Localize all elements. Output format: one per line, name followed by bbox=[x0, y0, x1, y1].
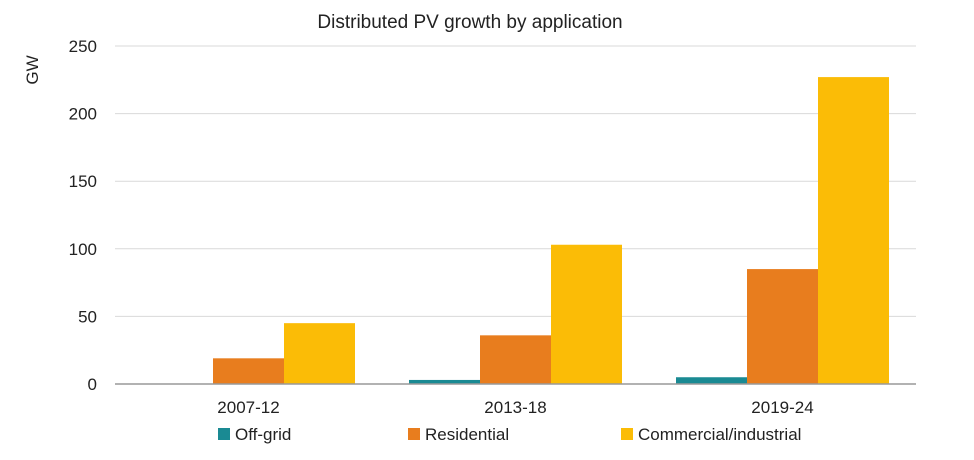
bar-residential-2019-24 bbox=[747, 269, 818, 384]
legend-label: Residential bbox=[425, 425, 509, 444]
axes: 2007-12 2013-18 2019-24 bbox=[115, 383, 916, 417]
legend-swatch bbox=[218, 428, 230, 440]
bars bbox=[213, 77, 889, 384]
y-axis-label: GW bbox=[23, 55, 42, 84]
bar-commercial-industrial-2013-18 bbox=[551, 244, 622, 384]
bar-commercial-industrial-2007-12 bbox=[284, 323, 355, 384]
y-tick-label: 200 bbox=[69, 105, 97, 124]
legend: Off-grid Residential Commercial/industrial bbox=[218, 425, 801, 444]
legend-label: Commercial/industrial bbox=[638, 425, 801, 444]
chart-title: Distributed PV growth by application bbox=[317, 12, 622, 33]
x-tick-label: 2013-18 bbox=[484, 398, 546, 417]
y-tick-label: 50 bbox=[78, 307, 97, 326]
bar-residential-2013-18 bbox=[480, 335, 551, 384]
bar-residential-2007-12 bbox=[213, 358, 284, 384]
bar-off-grid-2013-18 bbox=[409, 379, 480, 384]
legend-swatch bbox=[621, 428, 633, 440]
bar-off-grid-2019-24 bbox=[676, 377, 747, 384]
y-tick-label: 250 bbox=[69, 37, 97, 56]
bar-commercial-industrial-2019-24 bbox=[818, 77, 889, 384]
x-tick-label: 2019-24 bbox=[751, 398, 813, 417]
x-tick-label: 2007-12 bbox=[217, 398, 279, 417]
legend-swatch bbox=[408, 428, 420, 440]
y-tick-label: 100 bbox=[69, 240, 97, 259]
y-tick-label: 0 bbox=[88, 375, 97, 394]
y-tick-label: 150 bbox=[69, 172, 97, 191]
legend-label: Off-grid bbox=[235, 425, 291, 444]
